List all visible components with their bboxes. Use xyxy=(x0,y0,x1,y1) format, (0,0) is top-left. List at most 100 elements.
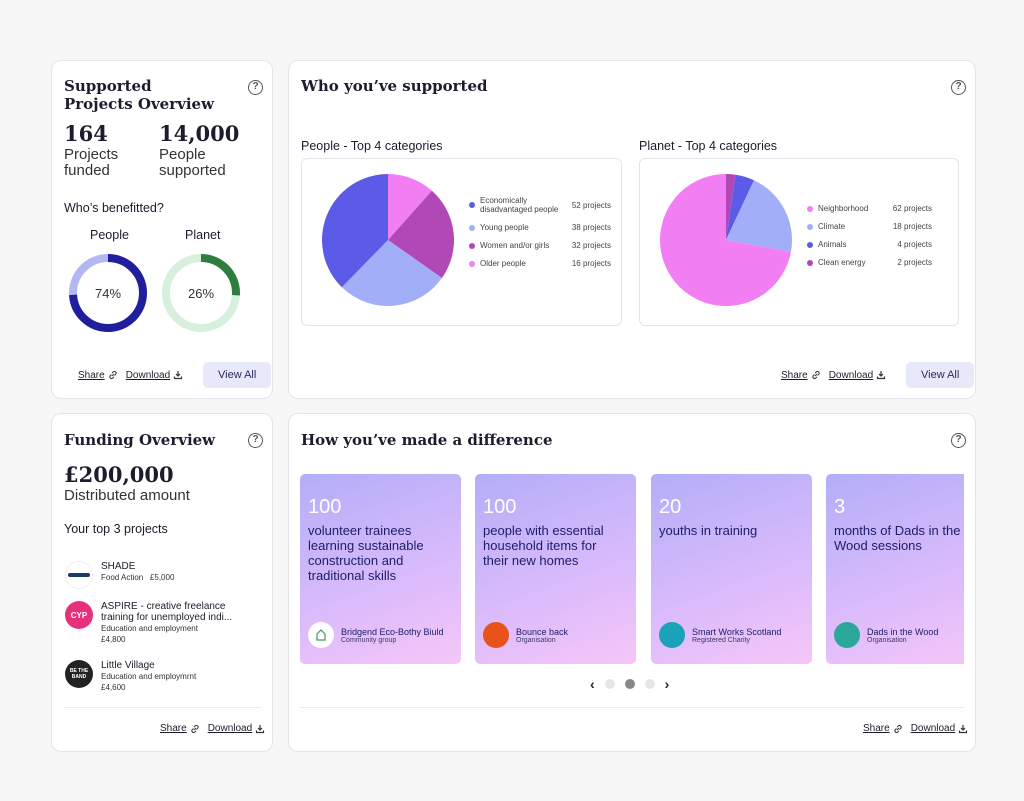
org-name: Bounce back xyxy=(516,626,569,637)
download-icon xyxy=(256,724,265,733)
planet-pie-chart xyxy=(660,174,792,306)
share-link[interactable]: Share xyxy=(863,723,903,734)
impact-line: their new homes xyxy=(483,553,579,568)
people-supported-value: 14,000 xyxy=(159,121,240,146)
project-name: ASPIRE - creative freelance xyxy=(101,601,226,612)
impact-line: traditional skills xyxy=(308,568,397,583)
impact-line: people with essential xyxy=(483,523,604,538)
download-link[interactable]: Download xyxy=(208,723,265,734)
project-item[interactable]: BE THE BAND Little Village Education and… xyxy=(65,660,196,693)
org-type: Registered Charity xyxy=(692,636,750,644)
impact-carousel: 100 volunteer trainees learning sustaina… xyxy=(300,474,964,664)
pie-slice[interactable] xyxy=(726,174,755,240)
impact-number: 20 xyxy=(659,496,682,518)
distributed-amount-label: Distributed amount xyxy=(64,487,190,504)
projects-funded-label: Projects funded xyxy=(64,146,119,179)
legend-value: 62 projects xyxy=(892,204,932,213)
legend-item: Animals 4 projects xyxy=(807,240,932,249)
legend-label: Older people xyxy=(480,259,526,268)
card-title: Supported Projects Overview xyxy=(64,77,214,113)
people-chart-title: People - Top 4 categories xyxy=(301,139,443,153)
help-icon[interactable]: ? xyxy=(248,80,263,95)
impact-organisation: Bridgend Eco-Bothy Biuld Community group xyxy=(308,622,444,648)
share-label: Share xyxy=(78,369,105,381)
help-icon[interactable]: ? xyxy=(951,433,966,448)
pie-slice[interactable] xyxy=(726,174,736,240)
download-link[interactable]: Download xyxy=(829,370,886,381)
distributed-amount-value: £200,000 xyxy=(64,462,174,487)
project-item[interactable]: CYP ASPIRE - creative freelance training… xyxy=(65,601,232,645)
legend-dot xyxy=(807,259,813,266)
impact-organisation: Smart Works Scotland Registered Charity xyxy=(659,622,781,648)
carousel-dot[interactable] xyxy=(644,679,655,689)
impact-line: learning sustainable xyxy=(308,538,424,553)
legend-value: 38 projects xyxy=(571,223,611,232)
legend-item: Older people 16 projects xyxy=(469,259,611,268)
project-amount: £4,800 xyxy=(101,635,126,644)
card-title: Funding Overview xyxy=(64,431,216,449)
link-icon xyxy=(812,370,820,380)
download-label: Download xyxy=(125,369,171,381)
impact-description: months of Dads in the Wood sessions xyxy=(834,523,964,553)
carousel-dot[interactable] xyxy=(604,679,615,689)
help-icon[interactable]: ? xyxy=(951,80,966,95)
benefitted-heading: Who’s benefitted? xyxy=(64,201,164,215)
legend-label: Young people xyxy=(480,223,529,232)
legend-item: Clean energy 2 projects xyxy=(807,258,932,267)
impact-number: 3 xyxy=(834,496,846,518)
project-logo: CYP xyxy=(65,601,93,629)
supported-projects-card: Supported Projects Overview ? 164 Projec… xyxy=(51,60,273,399)
pie-slice[interactable] xyxy=(388,190,454,279)
download-link[interactable]: Download xyxy=(126,370,183,381)
divider xyxy=(63,707,261,708)
card-actions: Share Download xyxy=(863,723,968,734)
pie-slice[interactable] xyxy=(726,180,792,252)
download-icon xyxy=(174,371,183,380)
project-logo: BE THE BAND xyxy=(65,660,93,688)
link-icon xyxy=(191,724,199,733)
people-donut: 74% xyxy=(69,254,147,332)
org-logo xyxy=(659,622,685,648)
impact-card[interactable]: 100 people with essential household item… xyxy=(475,474,636,664)
carousel-dot-active[interactable] xyxy=(624,679,635,689)
chevron-left-icon[interactable]: ‹ xyxy=(590,676,595,692)
pie-slice[interactable] xyxy=(388,174,432,240)
legend-value: 4 projects xyxy=(897,240,932,249)
impact-line: Wood sessions xyxy=(834,538,922,553)
impact-card[interactable]: 3 months of Dads in the Wood sessions Da… xyxy=(826,474,964,664)
legend-dot xyxy=(807,223,813,230)
chevron-right-icon[interactable]: › xyxy=(664,676,670,692)
download-icon xyxy=(877,371,886,380)
download-link[interactable]: Download xyxy=(911,723,968,734)
view-all-button[interactable]: View All xyxy=(203,362,272,388)
people-percent: 74% xyxy=(95,286,121,301)
legend-item: Young people 38 projects xyxy=(469,223,611,232)
project-category: Education and employmrnt xyxy=(101,672,197,681)
share-link[interactable]: Share xyxy=(78,370,118,381)
view-all-button[interactable]: View All xyxy=(906,362,975,388)
org-name: Bridgend Eco-Bothy Biuld xyxy=(341,626,444,637)
top-projects-heading: Your top 3 projects xyxy=(64,522,168,536)
impact-card[interactable]: 20 youths in training Smart Works Scotla… xyxy=(651,474,812,664)
pie-slice[interactable] xyxy=(660,174,791,306)
legend-dot xyxy=(469,260,475,267)
people-supported-label: People supported xyxy=(159,146,226,179)
legend-dot xyxy=(807,205,813,212)
share-link[interactable]: Share xyxy=(781,370,821,381)
legend-label: Climate xyxy=(818,222,846,231)
pie-slice[interactable] xyxy=(341,240,442,306)
legend-value: 2 projects xyxy=(897,258,932,267)
project-item[interactable]: SHADE Food Action £5,000 xyxy=(65,561,174,589)
share-link[interactable]: Share xyxy=(160,723,200,734)
card-actions: Share Download xyxy=(160,723,265,734)
legend-item: Climate 18 projects xyxy=(807,222,932,231)
share-label: Share xyxy=(160,723,187,734)
project-logo xyxy=(65,561,93,589)
legend-item: Women and/or girls 32 projects xyxy=(469,241,611,250)
pie-slice[interactable] xyxy=(322,174,388,288)
project-name-continued: training for unemployed indi... xyxy=(101,612,233,623)
impact-card[interactable]: 100 volunteer trainees learning sustaina… xyxy=(300,474,461,664)
help-icon[interactable]: ? xyxy=(248,433,263,448)
org-type: Organisation xyxy=(516,636,556,644)
legend-dot xyxy=(469,202,475,208)
